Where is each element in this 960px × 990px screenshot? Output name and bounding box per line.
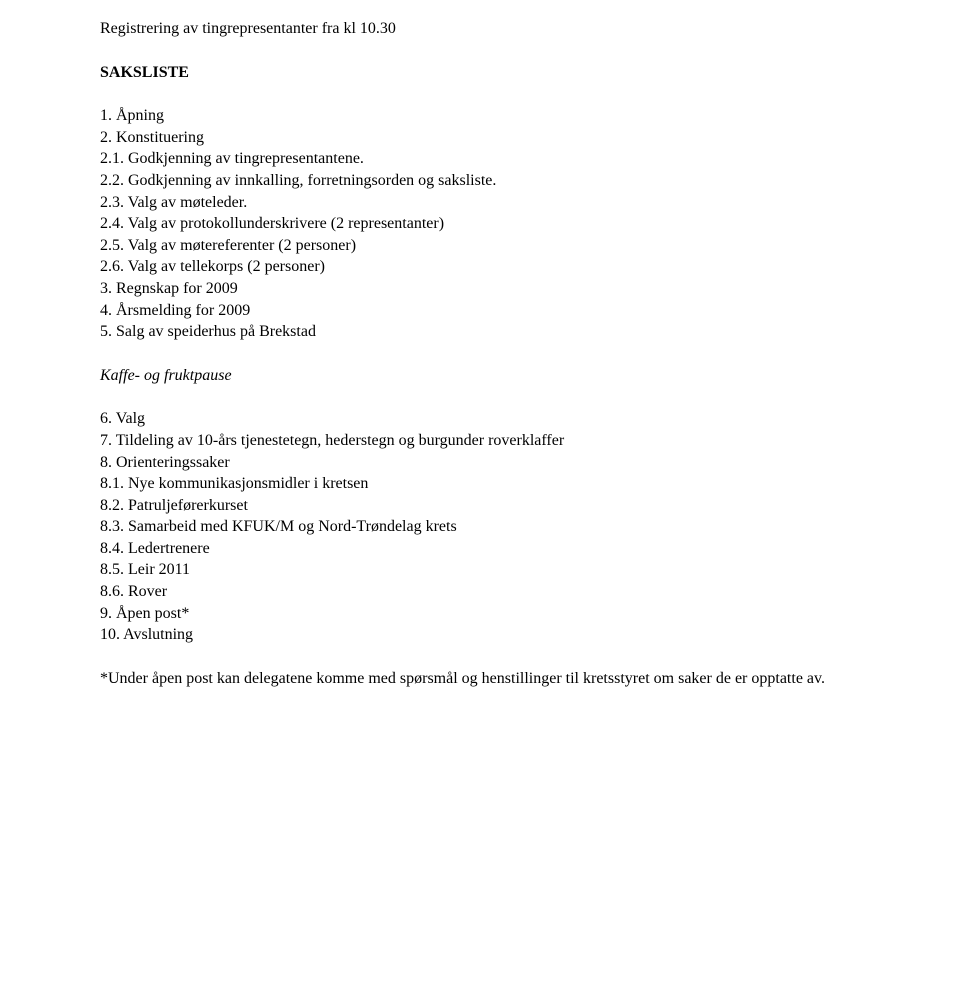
list-item: 2.3. Valg av møteleder. — [100, 192, 860, 214]
list-item: 8.5. Leir 2011 — [100, 559, 860, 581]
list-item: 2.5. Valg av møtereferenter (2 personer) — [100, 235, 860, 257]
list-item: 9. Åpen post* — [100, 603, 860, 625]
list-item: 8.6. Rover — [100, 581, 860, 603]
footnote: *Under åpen post kan delegatene komme me… — [100, 668, 860, 690]
section-heading: SAKSLISTE — [100, 62, 860, 84]
pause-line: Kaffe- og fruktpause — [100, 365, 860, 387]
list-block-1: 1. Åpning2. Konstituering2.1. Godkjennin… — [100, 105, 860, 343]
list-item: 8.3. Samarbeid med KFUK/M og Nord-Trønde… — [100, 516, 860, 538]
list-item: 5. Salg av speiderhus på Brekstad — [100, 321, 860, 343]
list-item: 3. Regnskap for 2009 — [100, 278, 860, 300]
list-item: 2.2. Godkjenning av innkalling, forretni… — [100, 170, 860, 192]
list-item: 7. Tildeling av 10-års tjenestetegn, hed… — [100, 430, 860, 452]
list-item: 2.1. Godkjenning av tingrepresentantene. — [100, 148, 860, 170]
list-item: 8.4. Ledertrenere — [100, 538, 860, 560]
list-item: 8.2. Patruljeførerkurset — [100, 495, 860, 517]
list-item: 8.1. Nye kommunikasjonsmidler i kretsen — [100, 473, 860, 495]
list-item: 2.4. Valg av protokollunderskrivere (2 r… — [100, 213, 860, 235]
list-block-2: 6. Valg7. Tildeling av 10-års tjenestete… — [100, 408, 860, 646]
list-item: 1. Åpning — [100, 105, 860, 127]
list-item: 8. Orienteringssaker — [100, 452, 860, 474]
list-item: 2. Konstituering — [100, 127, 860, 149]
title-line: Registrering av tingrepresentanter fra k… — [100, 18, 860, 40]
list-item: 4. Årsmelding for 2009 — [100, 300, 860, 322]
list-item: 10. Avslutning — [100, 624, 860, 646]
list-item: 6. Valg — [100, 408, 860, 430]
list-item: 2.6. Valg av tellekorps (2 personer) — [100, 256, 860, 278]
